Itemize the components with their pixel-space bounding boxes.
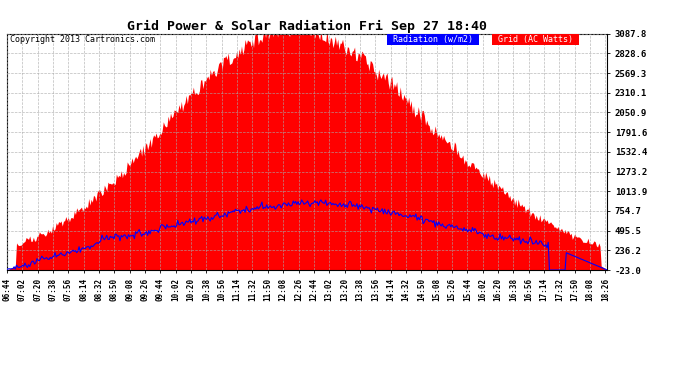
Text: Radiation (w/m2): Radiation (w/m2) (388, 35, 478, 44)
Text: Copyright 2013 Cartronics.com: Copyright 2013 Cartronics.com (10, 35, 155, 44)
Title: Grid Power & Solar Radiation Fri Sep 27 18:40: Grid Power & Solar Radiation Fri Sep 27 … (127, 20, 487, 33)
Text: Grid (AC Watts): Grid (AC Watts) (493, 35, 578, 44)
